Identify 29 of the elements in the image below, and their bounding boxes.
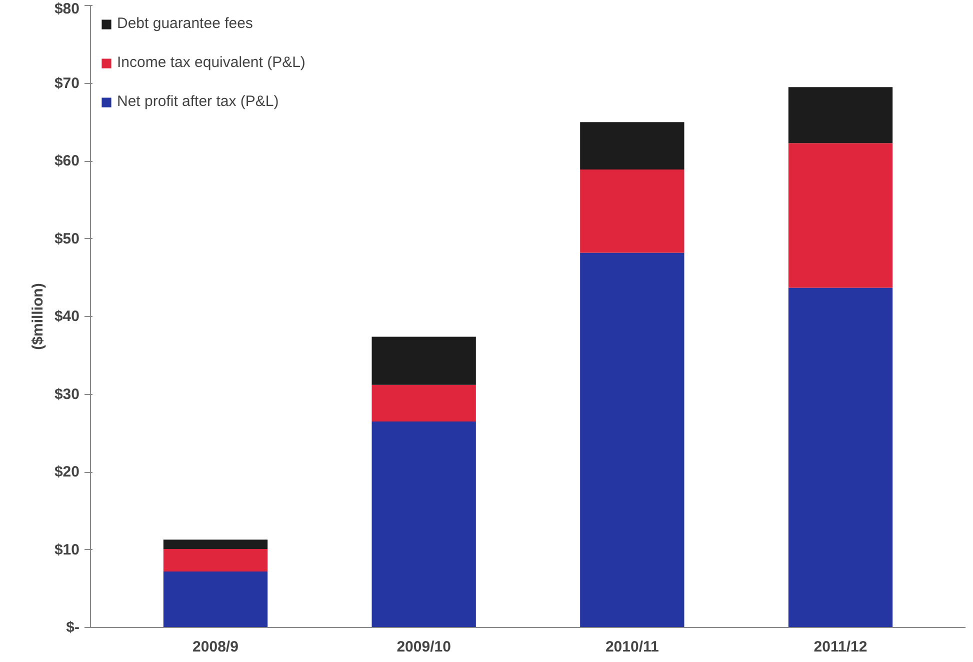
x-tick-label: 2011/12 xyxy=(814,638,868,656)
bar xyxy=(372,384,476,422)
bar xyxy=(788,143,893,288)
bar xyxy=(580,170,684,253)
y-tick-label: $20 xyxy=(54,464,80,480)
y-tick-label: $70 xyxy=(54,74,80,92)
bar xyxy=(788,288,893,628)
bar xyxy=(163,548,268,572)
x-tick-label: 2009/10 xyxy=(396,638,451,656)
y-tick-label: $60 xyxy=(54,152,80,170)
legend-label: Net profit after tax (P&L) xyxy=(117,93,279,110)
bar xyxy=(372,336,476,385)
y-tick-label: $30 xyxy=(54,386,80,403)
legend-label: Debt guarantee fees xyxy=(117,15,253,32)
y-tick-label: $80 xyxy=(54,0,80,18)
x-tick-label: 2008/9 xyxy=(192,638,238,656)
bar xyxy=(580,252,684,628)
y-axis-title: ($million) xyxy=(29,283,46,350)
x-tick-label: 2010/11 xyxy=(605,638,659,656)
bar xyxy=(580,122,684,170)
bar xyxy=(788,87,893,144)
legend-label: Income tax equivalent (P&L) xyxy=(117,54,306,71)
y-tick-label: $- xyxy=(66,619,80,636)
bar xyxy=(163,540,268,549)
y-tick-label: $40 xyxy=(54,308,80,325)
bar xyxy=(163,572,268,628)
y-tick-label: $10 xyxy=(54,541,80,558)
bar xyxy=(372,421,476,628)
y-tick-label: $50 xyxy=(54,230,80,248)
